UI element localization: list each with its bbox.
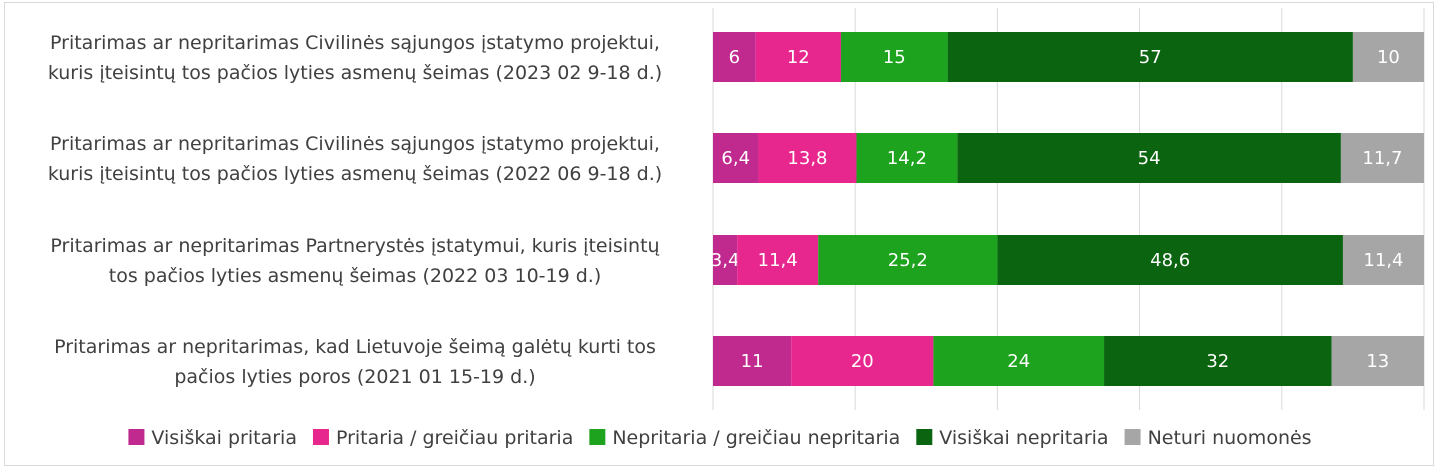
data-label: 11	[741, 351, 764, 372]
data-label: 6	[729, 47, 740, 68]
chart-frame	[4, 2, 1434, 466]
data-label: 20	[851, 351, 874, 372]
data-label: 10	[1377, 47, 1400, 68]
bar-segment	[791, 336, 934, 386]
bar-segment	[713, 32, 756, 82]
data-label: 11,4	[1363, 250, 1403, 271]
bar-segment	[1104, 336, 1332, 386]
legend-item: Neturi nuomonės	[1124, 427, 1312, 449]
category-labels: Pritarimas ar nepritarimas Civilinės sąj…	[48, 32, 662, 388]
bar-segment	[1331, 336, 1424, 386]
bar-segment	[755, 32, 841, 82]
category-label: Pritarimas ar nepritarimas Civilinės sąj…	[48, 133, 662, 185]
legend-item: Visiškai pritaria	[128, 427, 297, 449]
data-label: 12	[787, 47, 810, 68]
legend-swatch	[916, 429, 933, 445]
data-label: 25,2	[888, 250, 928, 271]
data-label: 6,4	[721, 148, 750, 169]
legend-swatch	[1124, 429, 1141, 445]
legend-swatch	[589, 429, 606, 445]
category-label: Pritarimas ar nepritarimas Partnerystės …	[50, 235, 659, 287]
bar-segment	[1352, 32, 1424, 82]
bar-segment	[840, 32, 948, 82]
data-label: 32	[1206, 351, 1229, 372]
legend-swatch	[128, 429, 145, 445]
legend-swatch	[312, 429, 329, 445]
legend-label: Neturi nuomonės	[1148, 427, 1312, 449]
bar-segment	[1342, 235, 1424, 285]
legend-label: Pritaria / greičiau pritaria	[336, 427, 573, 449]
data-label: 13,8	[787, 148, 827, 169]
data-label: 15	[883, 47, 906, 68]
data-label: 57	[1139, 47, 1162, 68]
data-label: 14,2	[887, 148, 927, 169]
legend-item: Visiškai nepritaria	[916, 427, 1109, 449]
legend-label: Visiškai pritaria	[151, 427, 297, 449]
bar-segment	[737, 235, 819, 285]
data-label: 11,4	[758, 250, 798, 271]
bar-segment	[947, 32, 1353, 82]
category-label: Pritarimas ar nepritarimas, kad Lietuvoj…	[54, 336, 656, 388]
data-label: 11,7	[1362, 148, 1402, 169]
bar-segment	[758, 133, 857, 183]
bar-segment	[713, 235, 738, 285]
legend-label: Visiškai nepritaria	[939, 427, 1108, 449]
bar-segment	[997, 235, 1343, 285]
bar-segment	[713, 133, 759, 183]
legend-item: Nepritaria / greičiau nepritaria	[589, 427, 900, 449]
data-label: 48,6	[1150, 250, 1190, 271]
category-label: Pritarimas ar nepritarimas Civilinės sąj…	[48, 32, 662, 84]
bar-segment	[713, 336, 792, 386]
data-label: 13	[1366, 351, 1389, 372]
bar-segment	[933, 336, 1105, 386]
bar-segment	[1340, 133, 1424, 183]
bar-segment	[957, 133, 1341, 183]
bars: 6 12 15 57 10 6,4 13,8 14,2 54 11,7 3,4 11,4 25,2 48,…	[711, 32, 1424, 386]
data-label: 54	[1138, 148, 1161, 169]
bar-segment	[818, 235, 998, 285]
legend-item: Pritaria / greičiau pritaria	[312, 427, 573, 449]
legend-label: Nepritaria / greičiau nepritaria	[612, 427, 900, 449]
data-label: 24	[1007, 351, 1030, 372]
data-label: 3,4	[711, 250, 740, 271]
legend: Visiškai pritaria Pritaria / greičiau pri…	[128, 427, 1312, 449]
bar-segment	[856, 133, 958, 183]
